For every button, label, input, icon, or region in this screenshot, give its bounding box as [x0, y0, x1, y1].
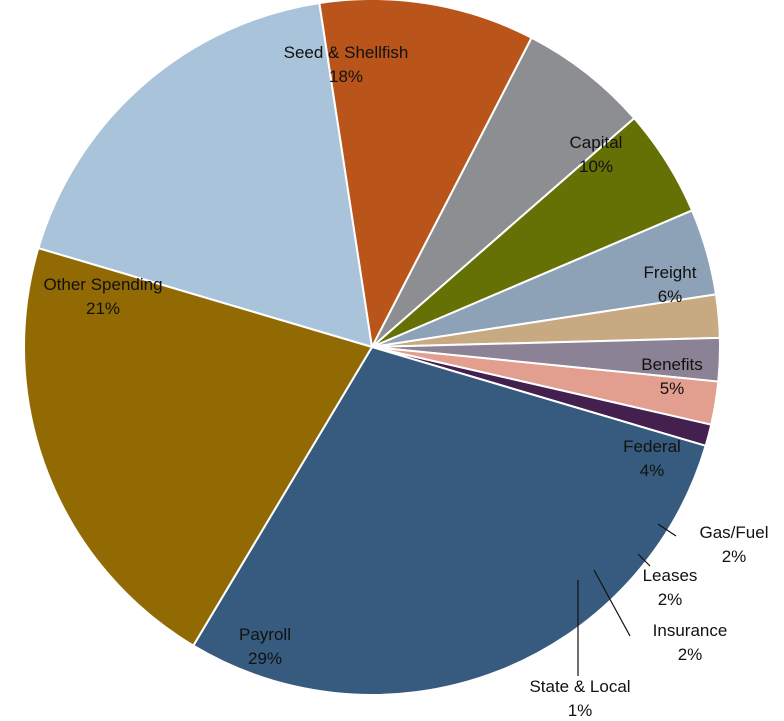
pie-slice-other-spending — [23, 247, 373, 647]
slice-label-federal: Federal — [623, 437, 681, 456]
slice-label-other-spending: Other Spending — [43, 275, 162, 294]
slice-label-gas-fuel: Gas/Fuel — [700, 523, 769, 542]
slice-label-leases: Leases — [643, 566, 698, 585]
slice-percent-leases: 2% — [658, 590, 683, 609]
slice-label-capital: Capital — [570, 133, 623, 152]
slice-percent-capital: 10% — [579, 157, 613, 176]
slice-labels: Seed & Shellfish 18% Capital 10% Freight 6% Be… — [43, 43, 768, 720]
slice-label-insurance: Insurance — [653, 621, 728, 640]
slice-percent-insurance: 2% — [678, 645, 703, 664]
pie-slice-seed-and-shellfish — [37, 2, 373, 348]
slice-label-benefits: Benefits — [641, 355, 702, 374]
slice-label-freight: Freight — [644, 263, 697, 282]
slice-percent-freight: 6% — [658, 287, 683, 306]
slice-percent-payroll: 29% — [248, 649, 282, 668]
slice-percent-seed-and-shellfish: 18% — [329, 67, 363, 86]
slice-percent-benefits: 5% — [660, 379, 685, 398]
leader-lines — [577, 523, 677, 676]
slice-percent-state-and-local: 1% — [568, 701, 593, 720]
leader-line-leases — [637, 553, 651, 567]
slice-label-seed-and-shellfish: Seed & Shellfish — [284, 43, 409, 62]
pie-slice-capital — [318, 0, 533, 348]
slice-percent-federal: 4% — [640, 461, 665, 480]
slice-percent-other-spending: 21% — [86, 299, 120, 318]
slice-percent-gas-fuel: 2% — [722, 547, 747, 566]
pie-slice-freight — [371, 36, 636, 348]
leader-line-insurance — [593, 569, 631, 637]
slice-label-payroll: Payroll — [239, 625, 291, 644]
leader-line-gas-fuel — [657, 523, 677, 537]
pie-slices — [23, 0, 721, 696]
slice-label-state-and-local: State & Local — [529, 677, 630, 696]
